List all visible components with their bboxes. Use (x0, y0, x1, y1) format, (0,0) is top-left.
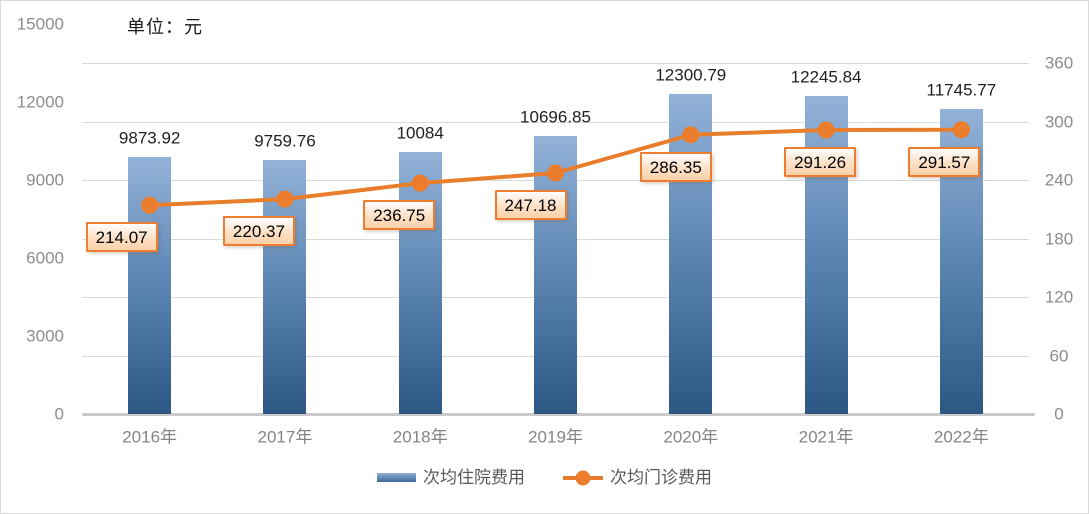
left-axis-tick: 0 (54, 404, 64, 424)
right-axis-tick: 120 (1044, 287, 1074, 307)
left-axis-tick: 9000 (26, 170, 64, 190)
bar-value-label: 12300.79 (655, 65, 727, 85)
legend-item-bar-series: 次均住院费用 (377, 469, 525, 486)
line-value-label: 291.26 (784, 147, 857, 178)
right-axis-tick: 240 (1044, 170, 1074, 190)
left-axis-tick: 6000 (26, 248, 64, 268)
left-axis-tick: 12000 (16, 92, 64, 112)
right-axis-tick: 60 (1049, 346, 1069, 365)
legend-item-line-series: 次均门诊费用 (563, 469, 712, 486)
line-point (276, 190, 294, 208)
bar-value-label: 9873.92 (118, 128, 181, 148)
x-axis-label: 2016年 (122, 427, 178, 447)
right-axis-tick: 360 (1044, 53, 1074, 73)
right-axis-tick: 0 (1054, 404, 1064, 424)
x-axis-label: 2017年 (257, 427, 313, 447)
x-axis-label: 2021年 (798, 427, 854, 447)
line-value-label: 220.37 (222, 216, 295, 247)
gridline (82, 121, 1029, 123)
x-axis-label: 2018年 (392, 427, 448, 447)
line-value-label: 236.75 (363, 200, 436, 231)
left-axis-tick: 3000 (26, 326, 64, 346)
gridline (82, 63, 1029, 64)
right-axis-tick: 300 (1044, 112, 1074, 131)
line-value-label: 247.18 (494, 189, 567, 220)
line-point (411, 174, 429, 192)
unit-label: 单位：元 (127, 17, 203, 37)
x-axis-label: 2019年 (528, 427, 583, 447)
line-point (817, 121, 835, 139)
legend-label-bar-series: 次均住院费用 (423, 468, 525, 487)
x-axis-label: 2022年 (933, 427, 989, 447)
bar-value-label: 9759.76 (254, 131, 316, 151)
left-axis-tick: 15000 (16, 14, 64, 34)
line-point (547, 164, 564, 182)
legend: 次均住院费用 次均门诊费用 (1, 469, 1088, 486)
bar (534, 135, 577, 414)
line-value-label: 214.07 (85, 222, 158, 253)
legend-label-line-series: 次均门诊费用 (610, 468, 712, 487)
right-axis-tick: 180 (1044, 229, 1074, 248)
line-value-label: 286.35 (639, 151, 712, 182)
bar (669, 94, 713, 414)
line-value-label: 291.57 (908, 146, 981, 177)
x-axis-line (82, 413, 1035, 416)
line-point (141, 196, 159, 214)
bar-value-label: 10084 (396, 123, 444, 143)
x-axis-label: 2020年 (663, 427, 719, 447)
line-series-swatch-icon (563, 470, 603, 486)
bar-value-label: 10696.85 (520, 107, 591, 127)
bar (398, 151, 442, 414)
bar-value-label: 12245.84 (790, 67, 862, 87)
bar-value-label: 11745.77 (926, 80, 997, 100)
line-point (682, 126, 700, 144)
bar-series-swatch-icon (377, 473, 416, 482)
line-point (952, 121, 970, 139)
